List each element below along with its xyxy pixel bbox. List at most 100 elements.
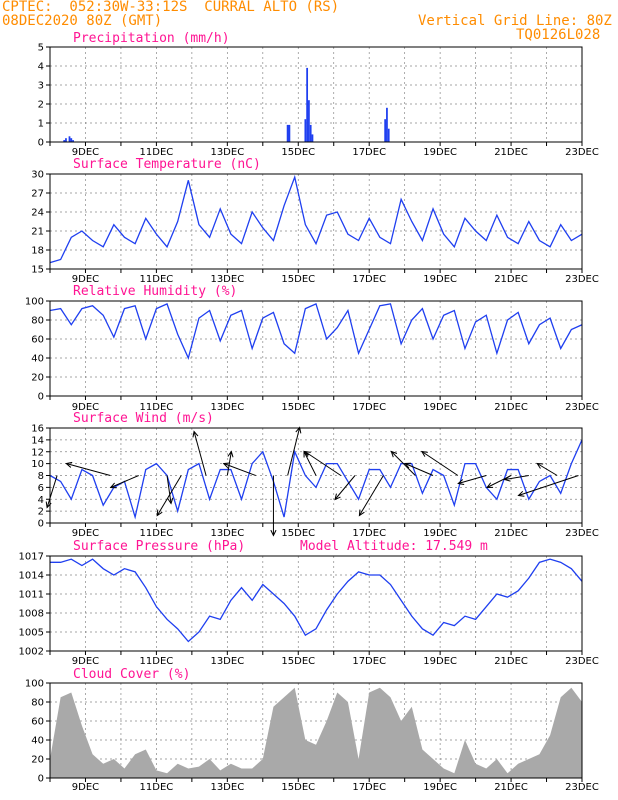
wind-line [49, 439, 583, 520]
pressure-xtick-label: 23DEC [565, 656, 599, 667]
wind-wind-arrowhead [192, 430, 199, 438]
temperature-ytick-label: 30 [31, 170, 44, 181]
pressure-xtick-label: 13DEC [210, 656, 244, 667]
precipitation-bar [306, 67, 309, 142]
wind-wind-arrowhead [457, 479, 465, 486]
cloud-ytick-label: 60 [31, 717, 44, 728]
cloud-xtick-label: 15DEC [281, 782, 315, 793]
precipitation-xtick-label: 11DEC [140, 147, 174, 158]
humidity-xtick-label: 21DEC [494, 402, 528, 413]
wind-wind-arrow [390, 451, 416, 476]
humidity-ytick-label: 40 [31, 354, 44, 365]
wind-wind-arrowhead [65, 461, 73, 468]
precipitation-xtick-label: 13DEC [210, 147, 244, 158]
humidity-ytick-label: 60 [31, 335, 44, 346]
precipitation-bar [384, 119, 387, 142]
wind-ytick-label: 12 [31, 447, 44, 458]
wind-ytick-label: 14 [31, 435, 44, 446]
cloud-ytick-label: 20 [31, 755, 44, 766]
wind-wind-arrow [193, 431, 207, 476]
precipitation-frame [49, 46, 583, 143]
wind-wind-arrow [110, 475, 139, 488]
temperature-xtick-label: 23DEC [565, 274, 599, 285]
wind-wind-arrowhead [227, 450, 234, 458]
wind-wind-arrowhead [303, 450, 310, 458]
precipitation-title: Precipitation (mm/h) [73, 31, 230, 46]
wind-wind-arrow [404, 463, 434, 476]
precipitation-bar [68, 136, 71, 142]
precipitation-ytick-label: 2 [38, 100, 44, 111]
wind-ytick-label: 2 [38, 507, 44, 518]
wind-ytick-label: 6 [38, 483, 44, 494]
wind-wind-arrowhead [503, 475, 511, 482]
wind-xtick-label: 23DEC [565, 528, 599, 539]
pressure-xtick-label: 9DEC [72, 656, 99, 667]
cloud-xtick-label: 13DEC [210, 782, 244, 793]
precipitation-bar [386, 107, 388, 142]
precipitation-xtick-label: 23DEC [565, 147, 599, 158]
wind-wind-arrowhead [517, 490, 525, 497]
wind-wind-arrowhead [536, 462, 544, 469]
pressure-ytick-label: 1014 [19, 571, 44, 582]
humidity-xtick-label: 17DEC [352, 402, 386, 413]
wind-wind-arrowhead [403, 462, 412, 469]
cloud-ytick-label: 100 [25, 679, 44, 690]
header-run: 08DEC2020 80Z (GMT) [2, 13, 163, 29]
humidity-xtick-label: 19DEC [423, 402, 457, 413]
humidity-frame [49, 300, 583, 397]
temperature-xtick-label: 9DEC [72, 274, 99, 285]
precipitation-bar [65, 138, 67, 142]
wind-frame [49, 427, 583, 524]
wind-wind-arrowhead [156, 509, 163, 517]
precipitation-ytick-label: 0 [38, 138, 44, 149]
cloud-xtick-label: 19DEC [423, 782, 457, 793]
cloud-area [50, 687, 582, 778]
cloud-xtick-label: 17DEC [352, 782, 386, 793]
wind-wind-arrowhead [420, 450, 428, 457]
cloud-frame [49, 682, 583, 779]
wind-wind-arrow [223, 463, 256, 476]
wind-wind-arrowhead [222, 462, 230, 469]
temperature-ytick-label: 21 [31, 227, 44, 238]
cloud-xtick-label: 11DEC [140, 782, 174, 793]
wind-wind-arrowhead [109, 482, 117, 489]
wind-xtick-label: 13DEC [210, 528, 244, 539]
pressure-line [50, 558, 583, 643]
wind-wind-arrowhead [270, 529, 277, 537]
cloud-ytick-label: 0 [38, 774, 44, 785]
precipitation-bar [311, 134, 314, 142]
precipitation-xtick-label: 21DEC [494, 147, 528, 158]
temperature-ytick-label: 18 [31, 246, 44, 257]
header-station: CPTEC: 052:30W-33:12S CURRAL ALTO (RS) [2, 0, 340, 15]
pressure-xtick-label: 17DEC [352, 656, 386, 667]
pressure-panel: Surface Pressure (hPa) Model Altitude: 17… [19, 539, 599, 667]
temperature-frame [49, 173, 583, 270]
pressure-xtick-label: 19DEC [423, 656, 457, 667]
header-code: TQ0126L028 [516, 27, 601, 43]
wind-wind-arrow [66, 463, 111, 476]
precipitation-ytick-label: 1 [38, 119, 44, 130]
humidity-panel: Relative Humidity (%) 0 20 40 60 80 100 9DEC 11D… [25, 284, 599, 413]
wind-wind-arrowhead [167, 497, 174, 505]
wind-ytick-label: 8 [38, 471, 44, 482]
wind-wind-arrow [226, 451, 232, 476]
wind-wind-arrow [287, 427, 301, 476]
cloud-xtick-label: 23DEC [565, 782, 599, 793]
pressure-title: Surface Pressure (hPa) [73, 539, 245, 554]
precipitation-bar [286, 124, 289, 142]
wind-wind-arrow [458, 475, 487, 484]
humidity-xtick-label: 15DEC [281, 402, 315, 413]
wind-xtick-label: 19DEC [423, 528, 457, 539]
pressure-ytick-label: 1008 [19, 609, 44, 620]
humidity-ytick-label: 80 [31, 316, 44, 327]
wind-ytick-label: 10 [31, 459, 44, 470]
pressure-frame [49, 555, 583, 652]
humidity-xtick-label: 13DEC [210, 402, 244, 413]
temperature-xtick-label: 19DEC [423, 274, 457, 285]
wind-wind-arrow [334, 475, 356, 500]
precipitation-panel: Precipitation (mm/h) 0 1 2 3 4 5 9DEC 11DEC 13DEC… [38, 31, 599, 158]
wind-xtick-label: 9DEC [72, 528, 99, 539]
temperature-ytick-label: 15 [31, 265, 44, 276]
humidity-title: Relative Humidity (%) [73, 284, 237, 299]
